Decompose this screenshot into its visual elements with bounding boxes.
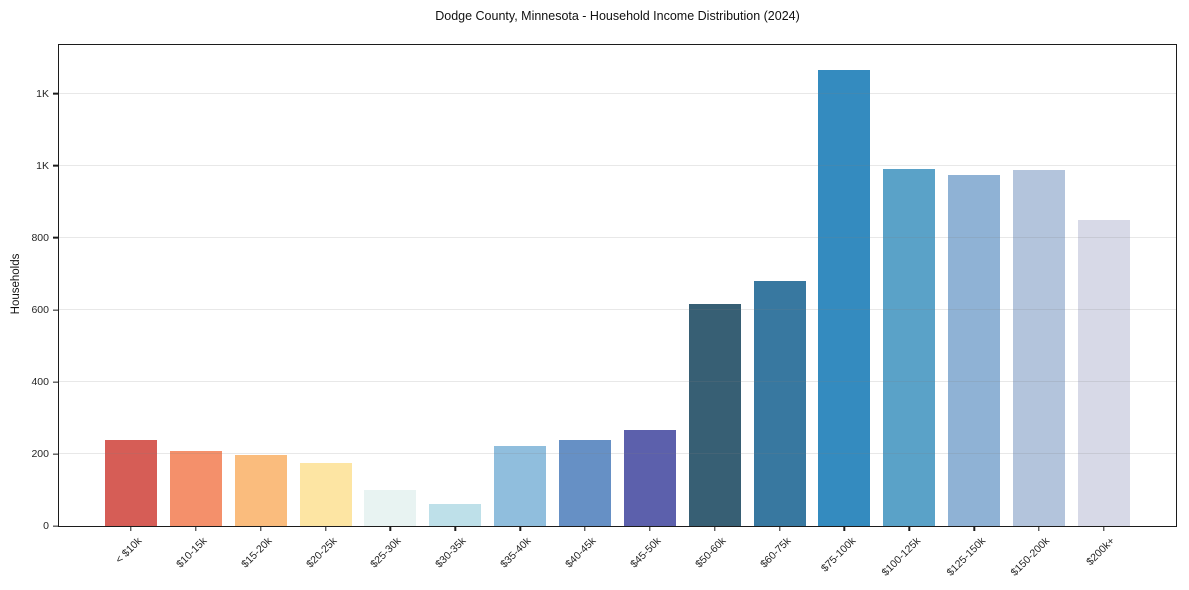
bar bbox=[559, 439, 612, 526]
y-tick-mark bbox=[53, 525, 59, 527]
bar-slot: $35-40k bbox=[494, 45, 547, 570]
bar-slot: $50-60k bbox=[688, 45, 741, 570]
y-tick-mark bbox=[53, 381, 59, 383]
x-tick-label: $75-100k bbox=[818, 535, 858, 575]
bar bbox=[364, 489, 417, 526]
x-tick-label: $100-125k bbox=[879, 535, 923, 579]
bar bbox=[623, 429, 676, 526]
y-tick-label: 600 bbox=[31, 303, 49, 316]
x-tick-mark bbox=[195, 526, 197, 531]
x-tick-mark bbox=[260, 526, 262, 531]
y-tick-mark bbox=[53, 92, 59, 95]
bar bbox=[234, 455, 287, 526]
x-tick-label: $45-50k bbox=[628, 535, 664, 571]
bar-slot: $10-15k bbox=[169, 45, 222, 570]
x-tick-label: $150-200k bbox=[1008, 535, 1053, 579]
x-tick-mark bbox=[714, 526, 716, 531]
chart-title: Dodge County, Minnesota - Household Inco… bbox=[435, 9, 800, 23]
bar bbox=[105, 440, 157, 526]
bar bbox=[299, 462, 352, 526]
y-tick-label: 400 bbox=[31, 375, 49, 388]
bar-slot: $40-45k bbox=[559, 45, 612, 570]
y-tick-mark bbox=[53, 453, 59, 455]
x-tick-mark bbox=[389, 526, 392, 531]
y-tick-label: 800 bbox=[31, 231, 49, 244]
x-tick-mark bbox=[843, 526, 846, 531]
y-tick-mark bbox=[53, 165, 59, 167]
bar bbox=[688, 304, 741, 526]
bars-container: < $10k $10-15k $15-20k $20-25k $25-30k $30-35… bbox=[59, 45, 1176, 579]
bar bbox=[818, 69, 871, 526]
bar bbox=[1077, 220, 1130, 526]
x-tick-mark bbox=[778, 526, 781, 531]
x-tick-mark bbox=[1038, 526, 1040, 531]
y-tick-label: 0 bbox=[43, 520, 49, 532]
x-tick-mark bbox=[1103, 526, 1105, 531]
bar bbox=[948, 175, 1001, 526]
y-tick-label: 200 bbox=[31, 447, 49, 460]
x-tick-mark bbox=[130, 526, 132, 531]
x-tick-label: $30-35k bbox=[433, 535, 469, 571]
x-tick-label: $125-150k bbox=[944, 535, 988, 579]
bar-slot: $15-20k bbox=[234, 45, 287, 570]
x-tick-label: $15-20k bbox=[238, 535, 275, 571]
bar-slot: < $10k bbox=[105, 45, 157, 566]
y-axis-label: Households bbox=[10, 253, 22, 315]
bar-slot: $125-150k bbox=[944, 45, 1001, 579]
plot-area: < $10k $10-15k $15-20k $20-25k $25-30k $30-35… bbox=[31, 44, 1177, 579]
bar-slot: $45-50k bbox=[623, 45, 676, 570]
bar-slot: $60-75k bbox=[753, 45, 806, 570]
bar-slot: $20-25k bbox=[299, 45, 352, 570]
bar bbox=[883, 168, 936, 526]
y-tick-mark bbox=[53, 309, 59, 311]
bar-slot: $75-100k bbox=[818, 45, 871, 574]
bar bbox=[169, 450, 222, 526]
x-tick-mark bbox=[649, 526, 651, 531]
y-tick-label: 1K bbox=[36, 159, 49, 172]
bar-slot: $25-30k bbox=[364, 45, 417, 570]
y-tick-label: 1K bbox=[36, 87, 49, 100]
x-tick-mark bbox=[454, 526, 456, 531]
x-tick-mark bbox=[908, 526, 911, 531]
x-tick-label: < $10k bbox=[113, 535, 145, 566]
x-tick-mark bbox=[973, 526, 975, 531]
bar bbox=[494, 446, 547, 526]
bar-slot: $150-200k bbox=[1009, 45, 1066, 579]
bar-slot: $30-35k bbox=[429, 45, 482, 570]
x-tick-label: $50-60k bbox=[692, 535, 729, 571]
bar-slot: $100-125k bbox=[879, 45, 936, 579]
x-tick-mark bbox=[324, 526, 327, 531]
x-tick-label: $40-45k bbox=[563, 535, 599, 571]
bar bbox=[753, 280, 806, 526]
bar bbox=[429, 504, 482, 526]
x-tick-mark bbox=[519, 526, 521, 531]
x-tick-label: $10-15k bbox=[174, 535, 210, 571]
x-tick-label: $25-30k bbox=[368, 535, 404, 571]
x-tick-label: $35-40k bbox=[498, 535, 534, 571]
x-tick-mark bbox=[584, 526, 586, 531]
y-tick-mark bbox=[53, 237, 59, 239]
x-tick-label: $60-75k bbox=[757, 535, 794, 571]
bar-slot: $200k+ bbox=[1077, 45, 1130, 568]
x-tick-label: $200k+ bbox=[1084, 535, 1118, 569]
x-tick-label: $20-25k bbox=[303, 535, 340, 571]
bar bbox=[1013, 170, 1066, 526]
